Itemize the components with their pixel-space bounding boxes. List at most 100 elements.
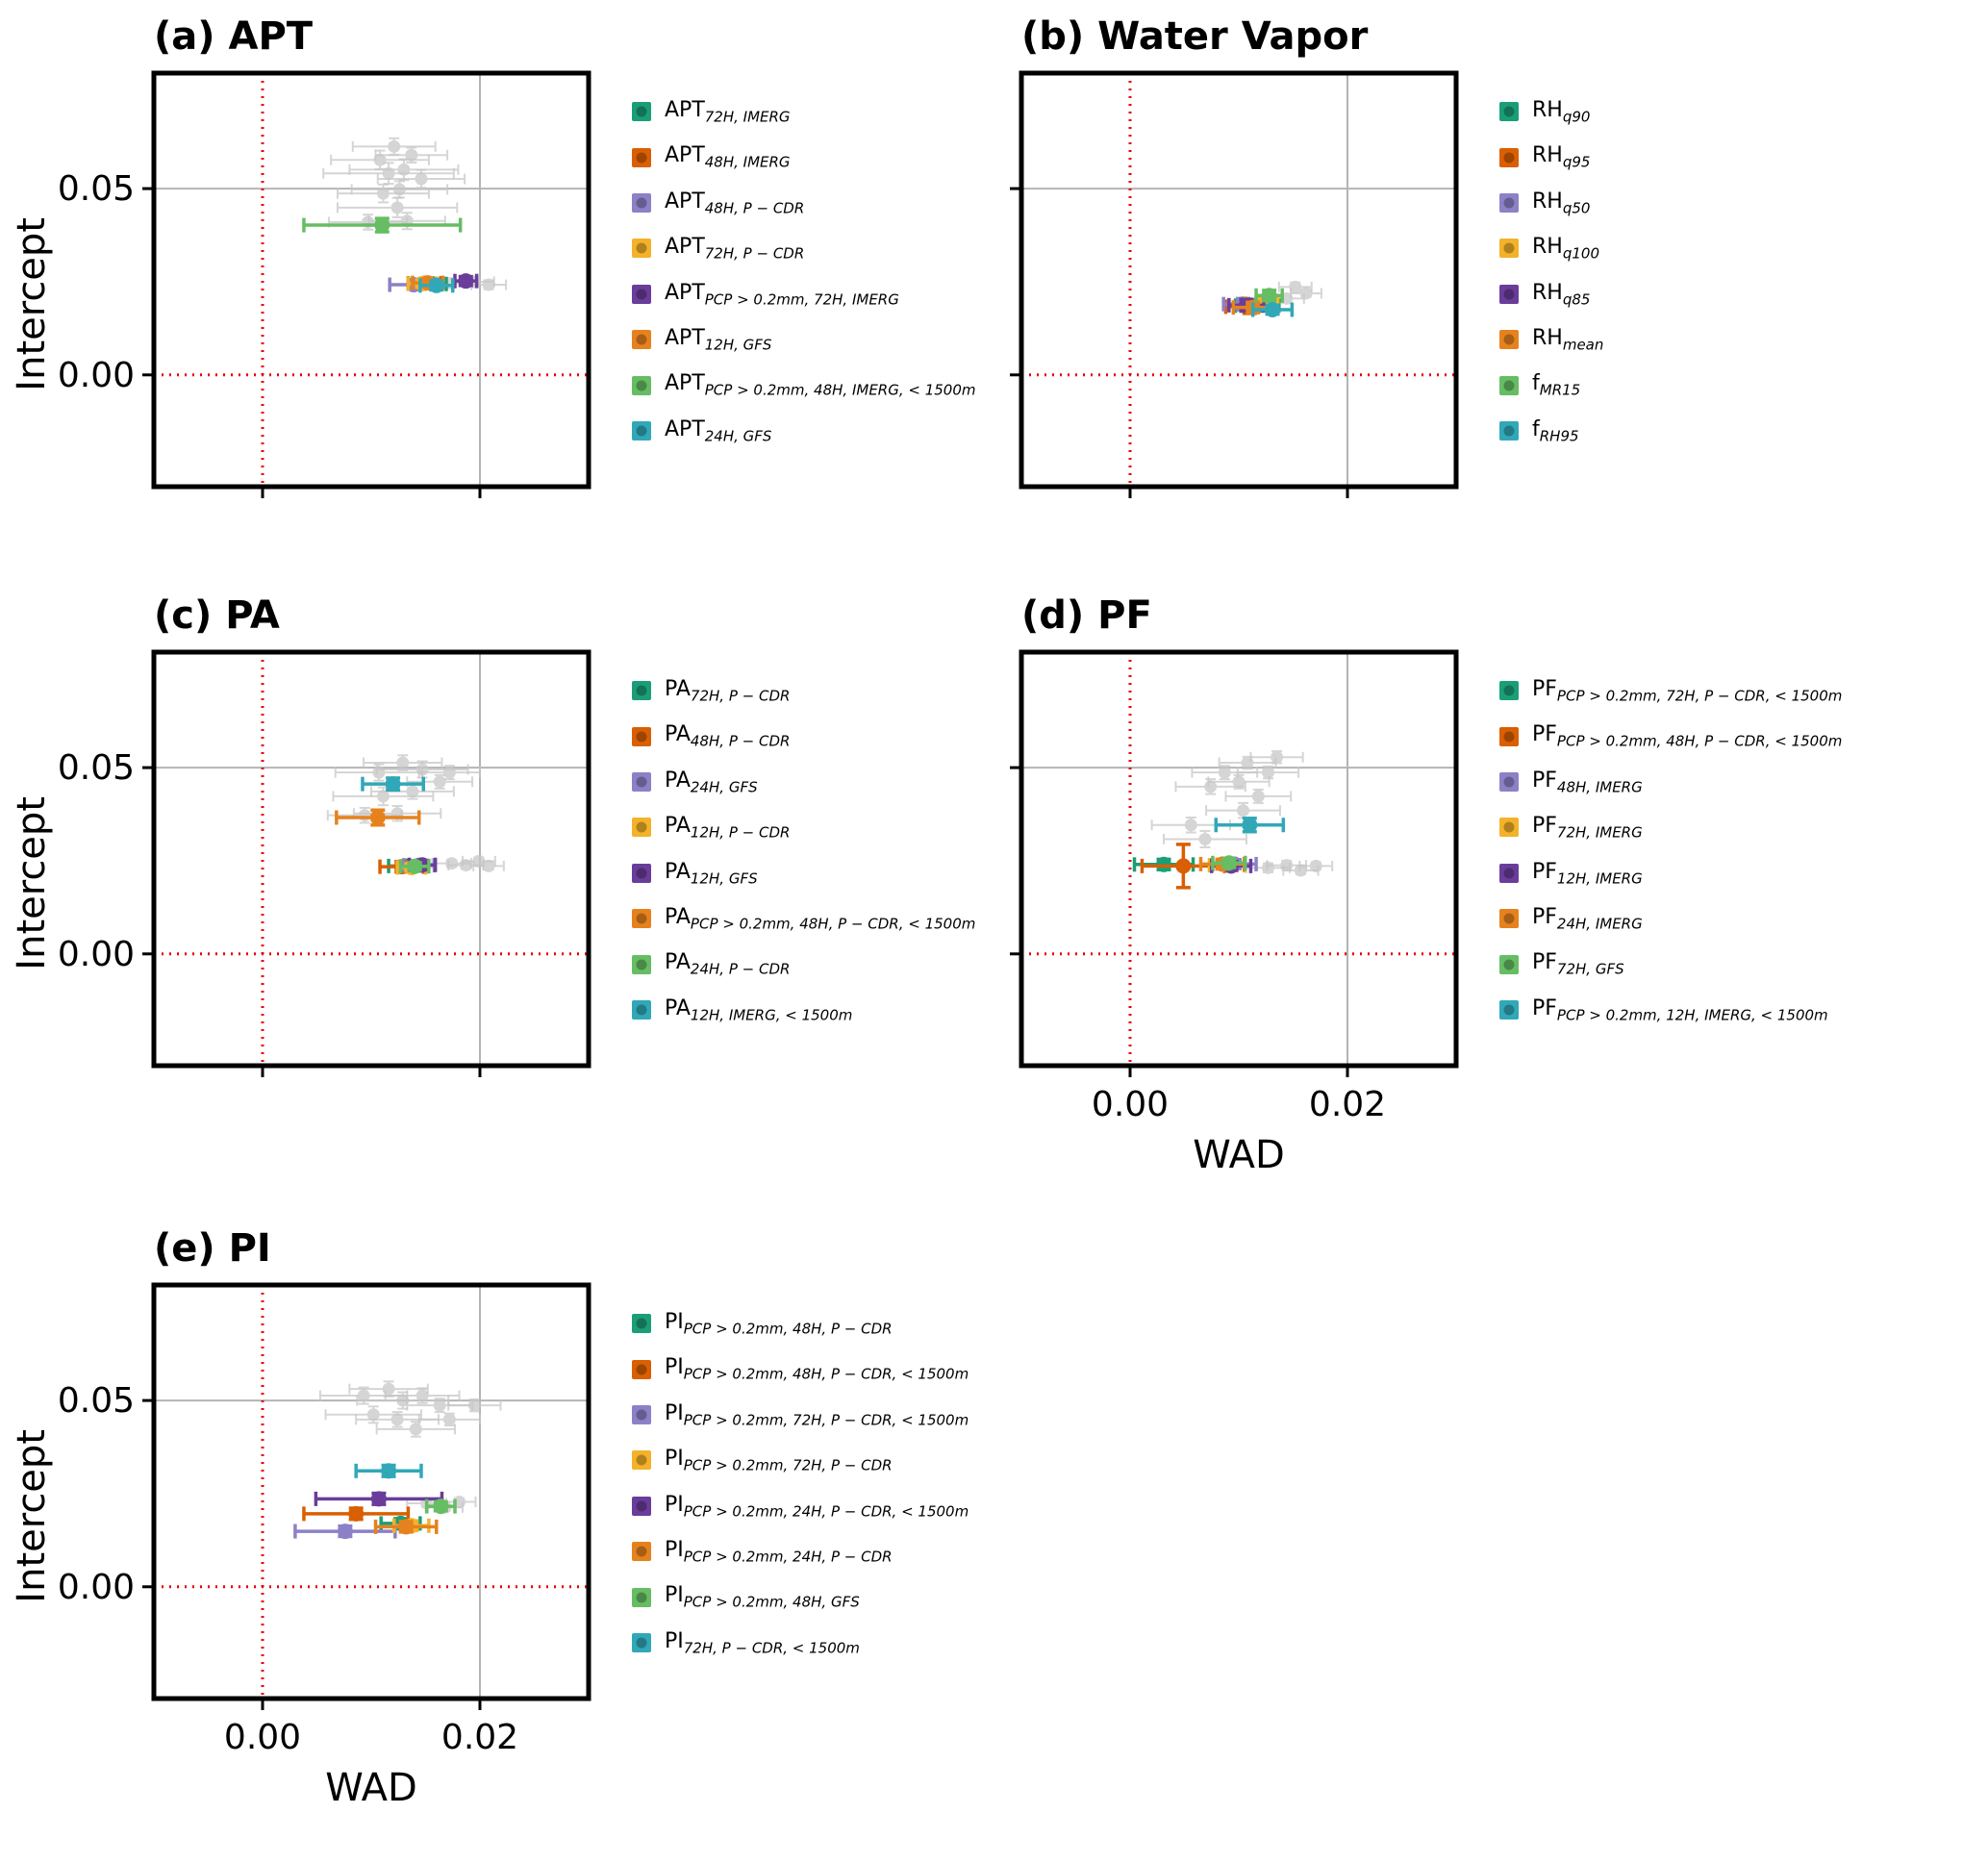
- data-point: [361, 776, 425, 793]
- data-point: [1249, 750, 1304, 765]
- legend-label: PFPCP > 0.2mm, 72H, P − CDR, < 1500m: [1532, 677, 1843, 705]
- panel-a: Intercept (a) APT 0.05 0.00 APT72H, IMERG…: [6, 10, 1006, 544]
- legend-marker-icon: [632, 420, 651, 441]
- legend-item-e-6: PIPCP > 0.2mm, 48H, GFS: [629, 1583, 969, 1611]
- legend-marker-icon: [632, 681, 651, 701]
- legend-item-e-7: PI72H, P − CDR, < 1500m: [629, 1629, 969, 1656]
- data-point: [354, 1463, 423, 1479]
- legend-item-c-2: PA24H, GFS: [629, 768, 975, 795]
- data-point: [1207, 773, 1271, 790]
- legend-marker-icon: [632, 1632, 651, 1652]
- legend-label: PA48H, P − CDR: [665, 722, 791, 750]
- legend-label: PF48H, IMERG: [1532, 768, 1643, 796]
- legend-item-a-5: APT12H, GFS: [629, 326, 976, 353]
- legend-label: APTPCP > 0.2mm, 48H, IMERG, < 1500m: [665, 371, 976, 399]
- legend-item-c-5: PAPCP > 0.2mm, 48H, P − CDR, < 1500m: [629, 905, 975, 932]
- legend-label: PAPCP > 0.2mm, 48H, P − CDR, < 1500m: [665, 904, 976, 933]
- data-point: [1211, 855, 1247, 871]
- data-point: [363, 754, 443, 771]
- legend-marker-icon: [1499, 420, 1519, 441]
- legend-marker-icon: [1499, 726, 1519, 746]
- svg-text:0.00: 0.00: [1092, 1085, 1169, 1124]
- legend-item-b-6: fMR15: [1497, 371, 1603, 399]
- x-axis-label-d: WAD: [1193, 1133, 1285, 1177]
- plot-svg-b: [1010, 70, 1459, 498]
- panel-title-b: (b) Water Vapor: [1021, 14, 1369, 59]
- y-axis-label-a: Intercept: [10, 216, 54, 391]
- legend-item-a-2: APT48H, P − CDR: [629, 189, 976, 216]
- legend-label: fMR15: [1532, 371, 1581, 399]
- legend-item-b-0: RHq90: [1497, 98, 1603, 125]
- legend-marker-icon: [1499, 284, 1519, 304]
- data-point: [374, 146, 449, 164]
- legend-marker-icon: [632, 771, 651, 792]
- legend-label: PIPCP > 0.2mm, 24H, P − CDR: [665, 1537, 893, 1566]
- legend-marker-icon: [1499, 192, 1519, 213]
- legend-label: PIPCP > 0.2mm, 48H, P − CDR: [665, 1310, 893, 1338]
- legend-marker-icon: [632, 102, 651, 122]
- legend-label: PIPCP > 0.2mm, 24H, P − CDR, < 1500m: [665, 1492, 969, 1520]
- legend-label: APTPCP > 0.2mm, 72H, IMERG: [665, 280, 899, 308]
- legend-label: PA12H, IMERG, < 1500m: [665, 995, 853, 1024]
- legend-marker-icon: [1499, 999, 1519, 1020]
- legend-b: RHq90 RHq95 RHq50 RHq100 RHq85 RHmean fMR15 fRH…: [1497, 98, 1603, 444]
- data-point: [302, 216, 463, 234]
- legend-label: fRH95: [1532, 416, 1579, 445]
- legend-item-c-6: PA24H, P − CDR: [629, 950, 975, 978]
- panel-e: Intercept (e) PI 0.00 0.02 0.05 0.00 WAD PI…: [6, 1222, 1006, 1810]
- legend-label: PIPCP > 0.2mm, 72H, P − CDR: [665, 1447, 893, 1474]
- legend-label: PA12H, GFS: [665, 859, 758, 887]
- legend-label: RHq95: [1532, 143, 1591, 171]
- panel-d: (d) PF 0.00 0.02 WAD PFPCP > 0.2mm, 72H, …: [1006, 589, 1988, 1177]
- legend-label: PA12H, P − CDR: [665, 814, 791, 842]
- data-point: [417, 1412, 481, 1427]
- legend-item-c-3: PA12H, P − CDR: [629, 814, 975, 842]
- legend-label: APT48H, P − CDR: [665, 189, 805, 217]
- legend-marker-icon: [632, 999, 651, 1020]
- data-point: [1205, 801, 1281, 819]
- legend-marker-icon: [632, 1496, 651, 1516]
- data-point: [417, 765, 481, 781]
- legend-item-b-2: RHq50: [1497, 189, 1603, 216]
- legend-marker-icon: [632, 1542, 651, 1562]
- y-axis-label-e: Intercept: [10, 1428, 54, 1603]
- data-point: [324, 1405, 422, 1424]
- legend-label: RHmean: [1532, 325, 1604, 354]
- legend-c: PA72H, P − CDR PA48H, P − CDR PA24H, GFS PA…: [629, 677, 975, 1023]
- legend-label: RHq90: [1532, 98, 1591, 126]
- legend-marker-icon: [1499, 771, 1519, 792]
- legend-label: PA24H, GFS: [665, 768, 758, 796]
- legend-item-c-1: PA48H, P − CDR: [629, 722, 975, 750]
- panel-b: (b) Water Vapor RHq90 RHq95 RHq50 RHq100 RHq…: [1006, 10, 1988, 544]
- plot-svg-c: 0.05 0.00: [58, 649, 591, 1077]
- data-point: [472, 859, 505, 872]
- legend-marker-icon: [632, 818, 651, 838]
- legend-d: PFPCP > 0.2mm, 72H, P − CDR, < 1500m PFPC…: [1497, 677, 1842, 1023]
- legend-marker-icon: [632, 1359, 651, 1379]
- data-point: [1290, 287, 1322, 300]
- data-point: [1224, 788, 1293, 804]
- legend-item-b-7: fRH95: [1497, 417, 1603, 444]
- svg-text:0.05: 0.05: [58, 169, 135, 209]
- svg-text:0.00: 0.00: [58, 1568, 135, 1607]
- legend-item-d-0: PFPCP > 0.2mm, 72H, P − CDR, < 1500m: [1497, 677, 1842, 704]
- panel-title-a: (a) APT: [154, 14, 314, 59]
- legend-item-a-6: APTPCP > 0.2mm, 48H, IMERG, < 1500m: [629, 371, 976, 399]
- legend-item-e-1: PIPCP > 0.2mm, 48H, P − CDR, < 1500m: [629, 1355, 969, 1383]
- legend-label: PA24H, P − CDR: [665, 950, 791, 978]
- data-point: [335, 808, 421, 827]
- y-axis-label-c: Intercept: [10, 795, 54, 970]
- data-point: [406, 773, 474, 790]
- data-point: [373, 1519, 439, 1535]
- plot-area-b: [1006, 63, 1472, 506]
- plot-area-a: 0.05 0.00: [58, 63, 604, 506]
- empty-cell: [1006, 1222, 1988, 1810]
- legend-item-d-5: PF24H, IMERG: [1497, 905, 1842, 932]
- legend-marker-icon: [632, 863, 651, 883]
- legend-marker-icon: [632, 954, 651, 974]
- legend-item-b-1: RHq95: [1497, 143, 1603, 171]
- legend-marker-icon: [632, 1587, 651, 1607]
- data-point: [336, 196, 459, 218]
- legend-marker-icon: [632, 1314, 651, 1334]
